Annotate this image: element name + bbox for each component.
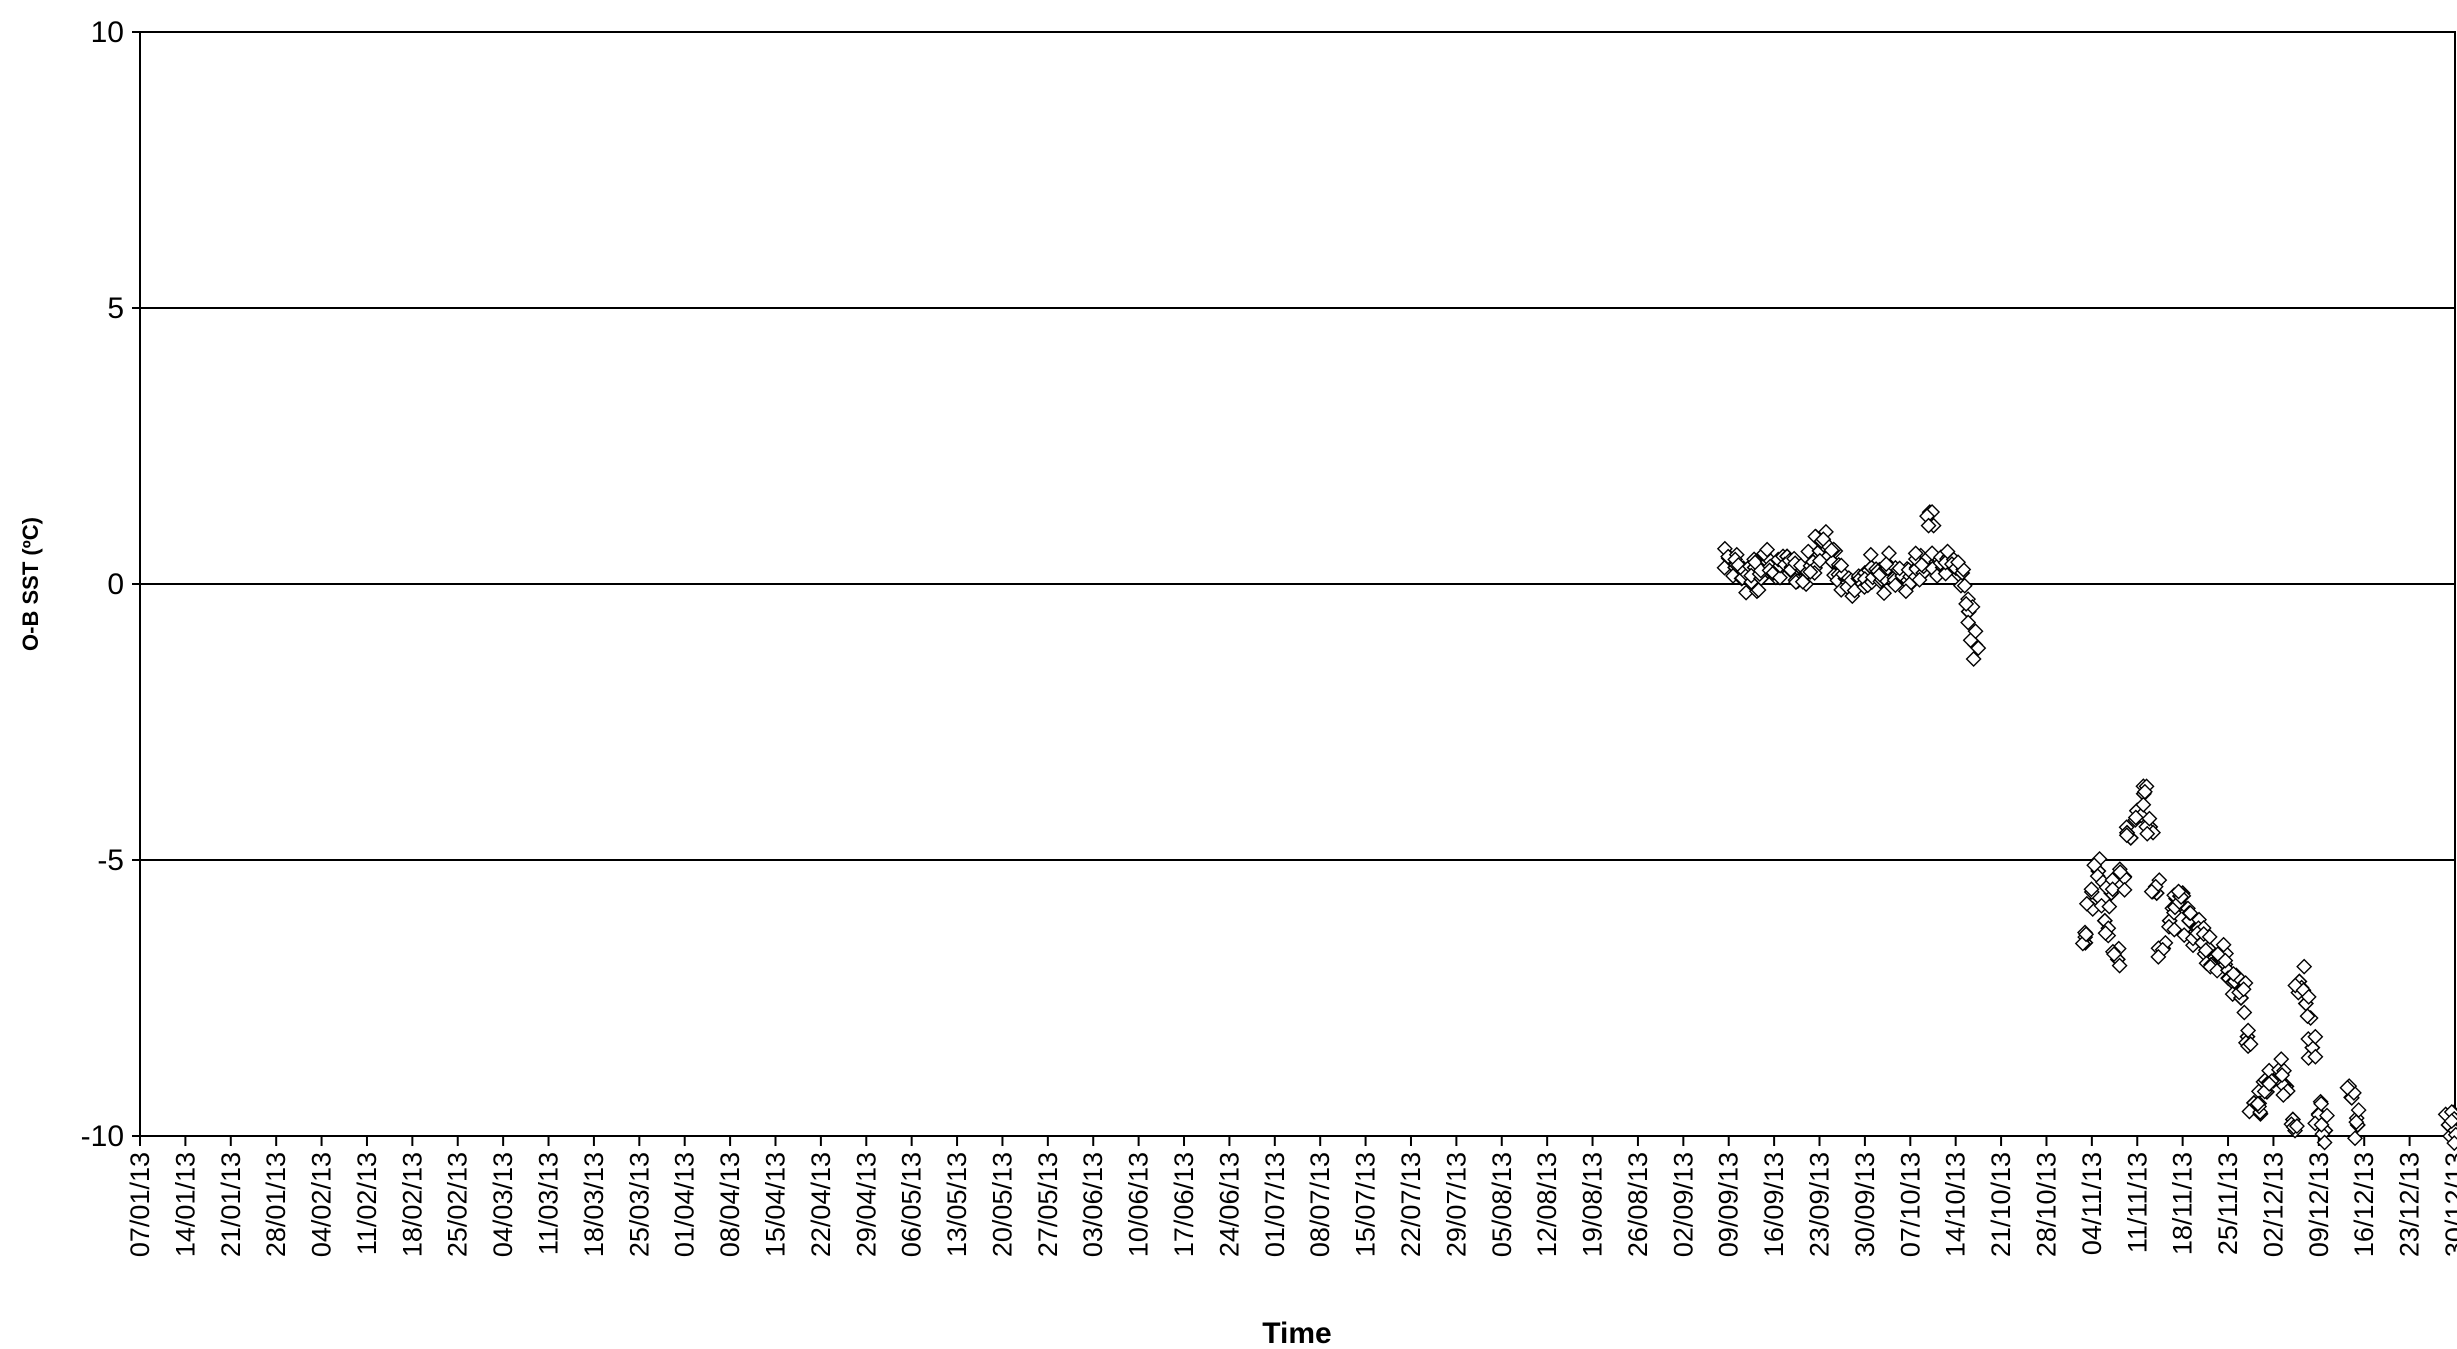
x-tick-label: 09/12/13: [2304, 1152, 2334, 1257]
x-tick-label: 22/07/13: [1396, 1152, 1426, 1257]
x-tick-label: 04/02/13: [307, 1152, 337, 1257]
x-tick-label: 19/08/13: [1578, 1152, 1608, 1257]
x-tick-label: 15/04/13: [760, 1152, 790, 1257]
y-tick-label: -5: [97, 844, 124, 877]
x-tick-label: 04/11/13: [2077, 1152, 2107, 1255]
x-tick-label: 18/02/13: [397, 1152, 427, 1257]
data-point: [2237, 1006, 2251, 1020]
x-tick-label: 22/04/13: [806, 1152, 836, 1257]
x-tick-label: 25/02/13: [443, 1152, 473, 1257]
x-tick-label: 01/07/13: [1260, 1152, 1290, 1257]
data-point: [1864, 548, 1878, 562]
x-tick-label: 20/05/13: [987, 1152, 1017, 1257]
x-tick-label: 11/03/13: [534, 1152, 564, 1255]
data-point: [1877, 586, 1891, 600]
x-tick-label: 24/06/13: [1214, 1152, 1244, 1257]
data-point: [2118, 883, 2132, 897]
x-tick-label: 28/10/13: [2031, 1152, 2061, 1257]
x-tick-label: 17/06/13: [1169, 1152, 1199, 1257]
x-tick-label: 02/09/13: [1668, 1152, 1698, 1257]
x-tick-label: 21/01/13: [216, 1152, 246, 1257]
y-tick-label: 10: [91, 16, 124, 49]
y-tick-label: 0: [107, 568, 124, 601]
x-tick-label: 06/05/13: [897, 1152, 927, 1257]
gridlines: [140, 308, 2455, 860]
x-tick-label: 18/11/13: [2168, 1152, 2198, 1255]
x-tick-label: 18/03/13: [579, 1152, 609, 1257]
x-tick-label: 28/01/13: [261, 1152, 291, 1257]
x-tick-label: 01/04/13: [670, 1152, 700, 1257]
x-tick-label: 30/09/13: [1850, 1152, 1880, 1257]
x-tick-label: 13/05/13: [942, 1152, 972, 1257]
x-tick-label: 07/10/13: [1895, 1152, 1925, 1257]
x-tick-label: 10/06/13: [1124, 1152, 1154, 1257]
x-tick-label: 09/09/13: [1714, 1152, 1744, 1257]
y-tick-label: -10: [81, 1120, 124, 1153]
x-tick-label: 25/11/13: [2213, 1152, 2243, 1255]
x-tick-label: 29/04/13: [851, 1152, 881, 1257]
x-tick-label: 04/03/13: [488, 1152, 518, 1257]
x-tick-label: 03/06/13: [1078, 1152, 1108, 1257]
x-tick-label: 30/12/13: [2440, 1152, 2457, 1257]
y-axis: -10 -5 0 5 10: [81, 16, 140, 1153]
x-tick-label: 23/09/13: [1805, 1152, 1835, 1257]
x-tick-label: 23/12/13: [2395, 1152, 2425, 1257]
y-tick-label: 5: [107, 292, 124, 325]
x-axis-title: Time: [1262, 1317, 1331, 1349]
x-axis: 07/01/13 14/01/13 21/01/13 28/01/13 04/02/13…: [125, 1136, 2457, 1257]
x-tick-label: 07/01/13: [125, 1152, 155, 1257]
x-tick-label: 14/10/13: [1941, 1152, 1971, 1257]
x-tick-label: 14/01/13: [170, 1152, 200, 1257]
x-tick-label: 29/07/13: [1441, 1152, 1471, 1257]
x-tick-label: 27/05/13: [1033, 1152, 1063, 1257]
x-tick-label: 16/12/13: [2349, 1152, 2379, 1257]
x-tick-label: 05/08/13: [1487, 1152, 1517, 1257]
x-tick-label: 02/12/13: [2258, 1152, 2288, 1257]
data-point: [2348, 1131, 2362, 1145]
x-tick-label: 08/04/13: [715, 1152, 745, 1257]
x-tick-label: 21/10/13: [1986, 1152, 2016, 1257]
data-point: [2297, 960, 2311, 974]
data-point: [2274, 1052, 2288, 1066]
x-tick-label: 15/07/13: [1351, 1152, 1381, 1257]
x-tick-label: 16/09/13: [1759, 1152, 1789, 1257]
x-tick-label: 11/11/13: [2122, 1152, 2152, 1253]
x-tick-label: 25/03/13: [624, 1152, 654, 1257]
x-tick-label: 26/08/13: [1623, 1152, 1653, 1257]
x-tick-label: 11/02/13: [352, 1152, 382, 1255]
data-points: [1718, 505, 2457, 1150]
data-point: [1882, 546, 1896, 560]
x-tick-label: 08/07/13: [1305, 1152, 1335, 1257]
y-axis-title: O-B SST (ºC): [18, 517, 43, 651]
x-tick-label: 12/08/13: [1532, 1152, 1562, 1257]
